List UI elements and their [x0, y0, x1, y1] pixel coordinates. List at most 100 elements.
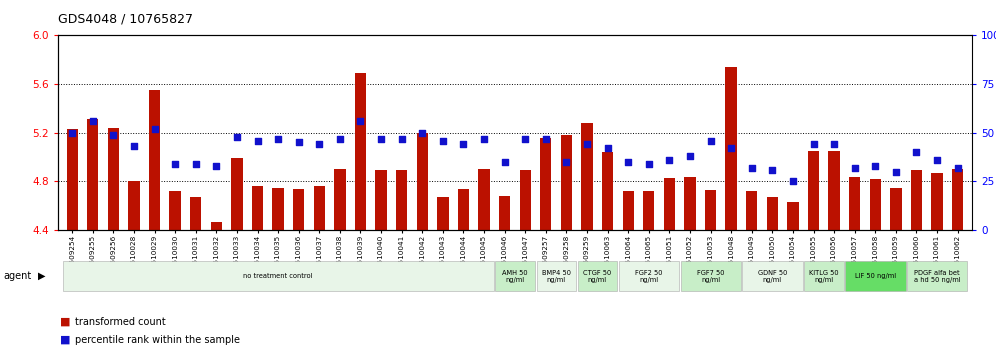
Text: ■: ■: [60, 317, 71, 327]
Bar: [890, 188, 901, 230]
Bar: [829, 151, 840, 230]
Point: [85, 118, 101, 124]
Bar: [499, 196, 510, 230]
Bar: [767, 197, 778, 230]
Point: [785, 178, 801, 184]
Text: GDNF 50
ng/ml: GDNF 50 ng/ml: [758, 270, 787, 282]
Point: [435, 138, 451, 143]
Point: [559, 159, 575, 165]
Point: [270, 136, 286, 142]
Point: [393, 136, 409, 142]
Point: [353, 118, 369, 124]
Point: [579, 142, 595, 147]
Bar: [663, 178, 675, 230]
Point: [250, 138, 266, 143]
Point: [64, 130, 80, 136]
Bar: [416, 133, 428, 230]
Bar: [335, 169, 346, 230]
Point: [682, 153, 698, 159]
Point: [332, 136, 348, 142]
FancyBboxPatch shape: [63, 262, 494, 291]
Point: [538, 136, 554, 142]
Bar: [870, 179, 881, 230]
FancyBboxPatch shape: [578, 262, 618, 291]
Point: [723, 145, 739, 151]
Text: FGF7 50
ng/ml: FGF7 50 ng/ml: [697, 270, 724, 282]
Bar: [458, 189, 469, 230]
Bar: [561, 135, 572, 230]
Point: [146, 126, 162, 132]
Text: percentile rank within the sample: percentile rank within the sample: [75, 335, 240, 345]
Bar: [684, 177, 695, 230]
Bar: [396, 171, 407, 230]
Point: [497, 159, 513, 165]
Bar: [67, 129, 78, 230]
Bar: [355, 73, 367, 230]
Point: [764, 167, 780, 173]
Point: [414, 130, 430, 136]
Point: [517, 136, 533, 142]
Point: [640, 161, 656, 167]
Point: [188, 161, 204, 167]
Point: [455, 142, 471, 147]
Bar: [211, 222, 222, 230]
Bar: [643, 191, 654, 230]
Bar: [87, 119, 99, 230]
Point: [476, 136, 492, 142]
Point: [374, 136, 389, 142]
Bar: [602, 152, 614, 230]
Point: [868, 163, 883, 169]
Bar: [273, 188, 284, 230]
Point: [744, 165, 760, 171]
Text: LIF 50 ng/ml: LIF 50 ng/ml: [855, 273, 895, 279]
Bar: [478, 169, 490, 230]
Point: [661, 157, 677, 163]
Text: ▶: ▶: [38, 271, 46, 281]
Text: no treatment control: no treatment control: [243, 273, 313, 279]
Text: GDS4048 / 10765827: GDS4048 / 10765827: [58, 12, 193, 25]
Text: FGF2 50
ng/ml: FGF2 50 ng/ml: [635, 270, 662, 282]
Bar: [520, 171, 531, 230]
Bar: [128, 182, 139, 230]
Text: ■: ■: [60, 335, 71, 345]
Text: KITLG 50
ng/ml: KITLG 50 ng/ml: [809, 270, 839, 282]
Point: [702, 138, 718, 143]
Bar: [169, 191, 181, 230]
Point: [950, 165, 966, 171]
Point: [806, 142, 822, 147]
Point: [208, 163, 224, 169]
Point: [826, 142, 842, 147]
Bar: [231, 158, 243, 230]
Bar: [931, 173, 943, 230]
Bar: [582, 123, 593, 230]
Bar: [148, 90, 160, 230]
Bar: [849, 177, 861, 230]
Point: [929, 157, 945, 163]
Bar: [725, 67, 737, 230]
FancyBboxPatch shape: [907, 262, 967, 291]
Bar: [540, 138, 552, 230]
FancyBboxPatch shape: [742, 262, 803, 291]
Bar: [375, 171, 386, 230]
Point: [312, 142, 328, 147]
FancyBboxPatch shape: [846, 262, 905, 291]
Point: [106, 132, 122, 138]
Point: [167, 161, 183, 167]
Bar: [952, 169, 963, 230]
FancyBboxPatch shape: [804, 262, 844, 291]
Point: [600, 145, 616, 151]
FancyBboxPatch shape: [495, 262, 535, 291]
Point: [908, 149, 924, 155]
Text: transformed count: transformed count: [75, 317, 165, 327]
Bar: [252, 186, 263, 230]
Bar: [108, 128, 120, 230]
Text: CTGF 50
ng/ml: CTGF 50 ng/ml: [584, 270, 612, 282]
Bar: [705, 190, 716, 230]
Text: PDGF alfa bet
a hd 50 ng/ml: PDGF alfa bet a hd 50 ng/ml: [913, 270, 960, 282]
Bar: [746, 191, 757, 230]
Bar: [910, 171, 922, 230]
Bar: [787, 202, 799, 230]
Point: [291, 140, 307, 145]
Point: [621, 159, 636, 165]
Point: [125, 144, 142, 149]
